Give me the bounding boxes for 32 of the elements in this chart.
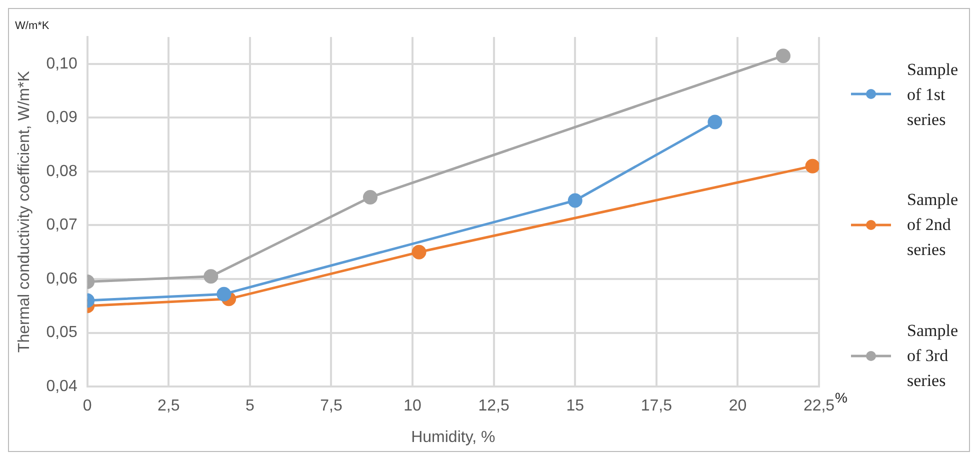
y-axis-title: Thermal conductivity coefficient, W/m*K bbox=[16, 70, 34, 353]
point bbox=[708, 114, 722, 130]
y-tick-label: 0,07 bbox=[46, 216, 78, 234]
point bbox=[412, 244, 426, 260]
x-tick-label: 2,5 bbox=[158, 398, 180, 415]
y-tick-label: 0,05 bbox=[46, 324, 78, 342]
point bbox=[805, 158, 819, 174]
point bbox=[363, 190, 378, 205]
x-tick-label: 22,5 bbox=[803, 398, 835, 415]
legend-label: Sample of 3rd series bbox=[907, 320, 959, 392]
y-tick-label: 0,06 bbox=[46, 270, 78, 288]
y-tick-label: 0,08 bbox=[46, 162, 78, 180]
y-tick-label: 0,10 bbox=[46, 55, 78, 72]
x-tick-label: 12,5 bbox=[478, 398, 510, 415]
x-tick-label: 15 bbox=[566, 398, 584, 415]
text: W/m*K bbox=[15, 20, 50, 32]
x-tick-label: 17,5 bbox=[640, 398, 672, 415]
legend-label: Sample of 1st series bbox=[907, 58, 959, 131]
x-tick-label: 20 bbox=[728, 398, 747, 415]
x-tick-label: 0 bbox=[82, 398, 92, 415]
point bbox=[204, 269, 218, 284]
x-axis-title: Humidity, % bbox=[411, 428, 496, 446]
point bbox=[216, 286, 232, 302]
point bbox=[776, 48, 790, 64]
y-tick-label: 0,04 bbox=[46, 378, 78, 396]
legend-label: Sample of 2nd series bbox=[907, 189, 959, 262]
x-tick-label: 7,5 bbox=[320, 398, 342, 415]
y-tick-label: 0,09 bbox=[46, 109, 78, 126]
x-tick-label: 10 bbox=[404, 398, 422, 415]
text: % bbox=[835, 390, 848, 406]
point bbox=[568, 193, 582, 208]
x-tick-label: 5 bbox=[245, 398, 254, 415]
